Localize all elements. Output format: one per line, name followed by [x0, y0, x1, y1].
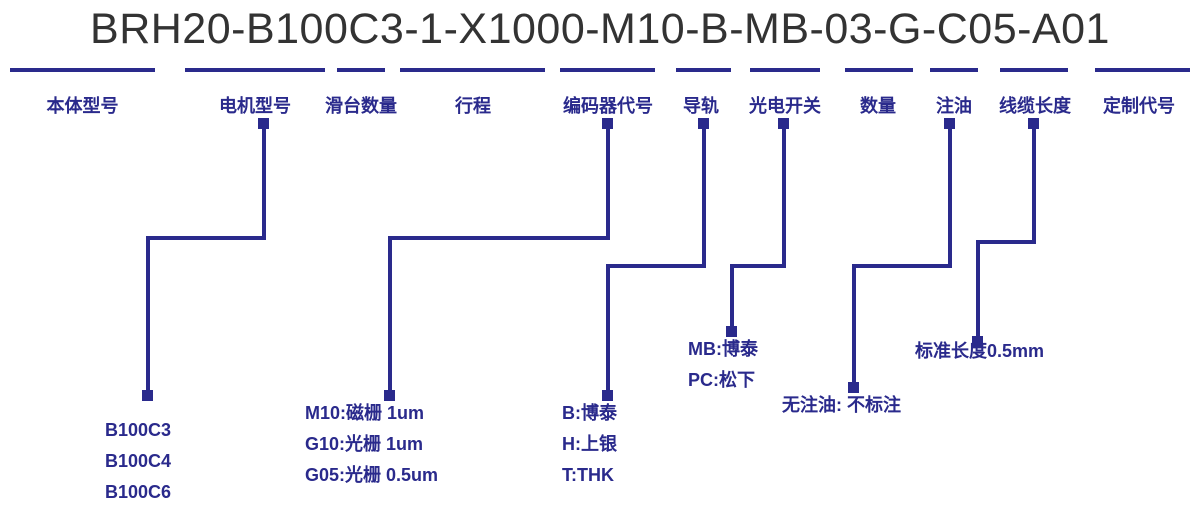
callout-oiling-options: 无注油: 不标注	[782, 390, 901, 421]
leader-motor-model-v1	[262, 124, 266, 238]
option-motor-model-2: B100C6	[105, 482, 172, 502]
field-label-guide-rail: 导轨	[683, 96, 719, 116]
leader-switch-h1	[730, 264, 786, 268]
leader-oiling-h1	[852, 264, 952, 268]
callout-photo-switch-options: MB:博泰 PC:松下	[688, 334, 758, 396]
leader-motor-model-h1	[146, 236, 266, 240]
option-cable-length-0: 标准长度0.5mm	[915, 341, 1045, 361]
callout-guide-rail-options: B:博泰 H:上银 T:THK	[562, 398, 617, 491]
leader-dot-switch-top	[778, 118, 789, 129]
option-encoder-code-2: G05:光栅 0.5um	[305, 465, 439, 485]
field-label-stroke: 行程	[455, 96, 491, 116]
leader-switch-v2	[730, 264, 734, 330]
option-guide-rail-2: T:THK	[562, 465, 614, 485]
leader-switch-v1	[782, 124, 786, 268]
leader-encoder-h1	[388, 236, 610, 240]
underline-body-model	[10, 68, 155, 72]
option-motor-model-0: B100C3	[105, 420, 172, 440]
leader-encoder-v1	[606, 124, 610, 238]
option-motor-model-1: B100C4	[105, 451, 172, 471]
field-label-motor-model: 电机型号	[219, 96, 291, 116]
leader-dot-oiling-end	[848, 382, 859, 393]
underline-encoder-code	[560, 68, 655, 72]
leader-dot-cable-end	[972, 336, 983, 347]
leader-dot-oiling-top	[944, 118, 955, 129]
leader-rail-h1	[606, 264, 706, 268]
option-guide-rail-0: B:博泰	[562, 403, 617, 423]
underline-custom-code	[1095, 68, 1190, 72]
leader-dot-motor-model-top	[258, 118, 269, 129]
option-photo-switch-0: MB:博泰	[688, 339, 758, 359]
leader-oiling-v1	[948, 124, 952, 268]
leader-dot-motor-model-end	[142, 390, 153, 401]
leader-dot-rail-end	[602, 390, 613, 401]
option-guide-rail-1: H:上银	[562, 434, 617, 454]
underline-stroke	[400, 68, 545, 72]
leader-dot-encoder-end	[384, 390, 395, 401]
underline-oiling	[930, 68, 978, 72]
field-label-oiling: 注油	[936, 96, 972, 116]
callout-cable-length-options: 标准长度0.5mm	[915, 336, 1044, 367]
option-photo-switch-1: PC:松下	[688, 370, 755, 390]
callout-motor-model-options: B100C3 B100C4 B100C6	[105, 415, 171, 507]
field-label-cable-length: 线缆长度	[999, 96, 1071, 116]
field-label-custom-code: 定制代号	[1103, 96, 1175, 116]
leader-dot-switch-end	[726, 326, 737, 337]
field-label-body-model: 本体型号	[46, 96, 119, 116]
callout-encoder-code-options: M10:磁栅 1um G10:光栅 1um G05:光栅 0.5um	[305, 398, 438, 491]
leader-dot-encoder-top	[602, 118, 613, 129]
leader-cable-h1	[976, 240, 1036, 244]
leader-oiling-v2	[852, 264, 856, 386]
field-label-quantity: 数量	[860, 96, 896, 116]
leader-rail-v1	[702, 124, 706, 268]
option-encoder-code-1: G10:光栅 1um	[305, 434, 424, 454]
page-title: BRH20-B100C3-1-X1000-M10-B-MB-03-G-C05-A…	[90, 5, 1110, 53]
leader-encoder-v2	[388, 236, 392, 394]
underline-slide-count	[337, 68, 385, 72]
leader-rail-v2	[606, 264, 610, 394]
underline-quantity	[845, 68, 913, 72]
field-label-encoder-code: 编码器代号	[563, 96, 653, 116]
leader-cable-v1	[1032, 124, 1036, 244]
underline-cable-length	[1000, 68, 1068, 72]
leader-dot-rail-top	[698, 118, 709, 129]
underline-photo-switch	[750, 68, 820, 72]
underline-guide-rail	[676, 68, 731, 72]
leader-motor-model-v2	[146, 236, 150, 394]
field-label-slide-count: 滑台数量	[325, 96, 397, 116]
option-oiling-0: 无注油: 不标注	[782, 395, 901, 415]
leader-cable-v2	[976, 240, 980, 340]
underline-motor-model	[185, 68, 325, 72]
leader-dot-cable-top	[1028, 118, 1039, 129]
field-label-photo-switch: 光电开关	[749, 96, 821, 116]
option-encoder-code-0: M10:磁栅 1um	[305, 403, 425, 423]
